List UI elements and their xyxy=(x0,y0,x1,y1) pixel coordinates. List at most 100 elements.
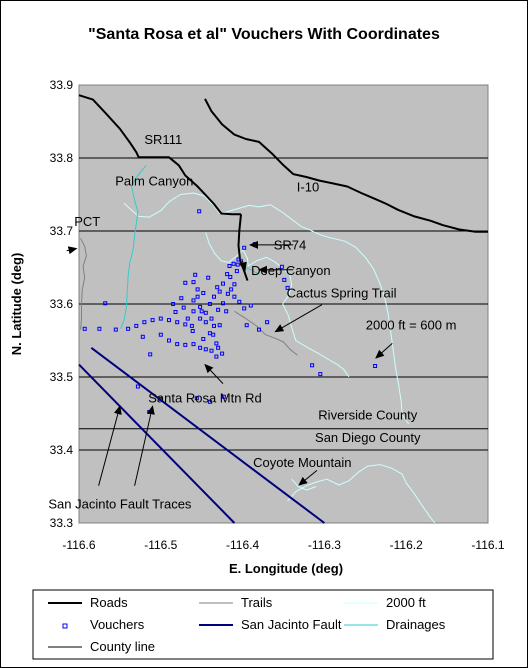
x-axis-title: E. Longitude (deg) xyxy=(229,561,343,576)
voucher-point xyxy=(183,322,188,327)
annotation-label: PCT xyxy=(74,214,100,229)
roads-line xyxy=(237,214,249,281)
voucher-point xyxy=(214,354,219,359)
2000-ft-line xyxy=(205,232,350,378)
2000-ft-line xyxy=(123,192,410,425)
y-tick-label: 33.7 xyxy=(50,224,74,238)
annotation-arrow xyxy=(375,343,393,359)
voucher-point xyxy=(212,323,216,328)
annotation-label: SR74 xyxy=(274,237,307,252)
trails-line xyxy=(80,238,87,330)
drainages-line xyxy=(120,164,147,329)
voucher-point xyxy=(373,364,378,368)
voucher-point xyxy=(191,309,196,314)
legend-label: County line xyxy=(90,639,155,654)
voucher-point xyxy=(126,326,131,331)
legend-label: San Jacinto Fault xyxy=(241,617,342,632)
voucher-point xyxy=(214,341,219,346)
voucher-point xyxy=(216,345,221,350)
voucher-point xyxy=(231,261,236,266)
voucher-point xyxy=(209,348,214,353)
voucher-point xyxy=(135,384,140,389)
voucher-point xyxy=(217,289,222,294)
voucher-point xyxy=(179,296,184,301)
voucher-point xyxy=(221,394,226,399)
annotations-layer: SR111 Palm Canyon I-10 PCT SR74 Deep Canyon Ca… xyxy=(48,132,456,511)
y-axis-title: N. Latitude (deg) xyxy=(9,253,24,356)
annotation-label: Deep Canyon xyxy=(251,263,331,278)
voucher-point xyxy=(216,307,221,312)
voucher-point xyxy=(248,303,253,308)
annotation-arrow xyxy=(204,363,224,384)
voucher-point xyxy=(228,275,233,279)
x-tick-label: -116.4 xyxy=(226,538,259,552)
y-tick-label: 33.6 xyxy=(50,297,74,311)
voucher-point xyxy=(201,291,206,295)
voucher-point xyxy=(215,285,220,290)
voucher-point xyxy=(265,320,270,325)
voucher-point xyxy=(171,302,176,306)
voucher-point xyxy=(209,316,214,321)
annotation-label: San Diego County xyxy=(315,430,421,445)
annotation-arrow xyxy=(134,405,155,486)
voucher-point xyxy=(236,257,241,262)
voucher-point xyxy=(199,309,204,314)
y-tick-label: 33.3 xyxy=(50,516,74,530)
annotation-arrow xyxy=(239,258,247,272)
tick-labels-layer: 33.3 33.4 33.5 33.6 33.7 33.8 33.9 -116.6 -116.5… xyxy=(50,78,505,552)
voucher-point xyxy=(190,329,195,333)
voucher-point xyxy=(217,323,222,328)
roads-line xyxy=(204,98,488,233)
annotation-arrow xyxy=(274,304,323,333)
voucher-point xyxy=(175,320,180,325)
annotation-label: Santa Rosa Mtn Rd xyxy=(148,391,261,406)
voucher-point xyxy=(183,342,188,347)
voucher-point xyxy=(194,396,199,401)
legend: Roads Trails 2000 ft Vouchers San Jacinto Fa… xyxy=(48,595,446,654)
voucher-point xyxy=(173,310,178,314)
voucher-point xyxy=(203,310,208,315)
roads-line xyxy=(78,94,241,216)
trails-line xyxy=(234,310,298,356)
voucher-point xyxy=(234,269,239,274)
annotation-arrow xyxy=(298,470,318,486)
voucher-point xyxy=(207,302,212,306)
voucher-point xyxy=(221,301,225,306)
x-tick-label: -116.5 xyxy=(144,538,177,552)
voucher-point xyxy=(225,291,230,296)
voucher-point xyxy=(212,294,216,299)
voucher-point xyxy=(282,277,287,282)
voucher-points-layer xyxy=(82,209,378,414)
voucher-point xyxy=(134,323,139,328)
annotation-label: SR111 xyxy=(144,132,182,147)
legend-label: 2000 ft xyxy=(386,595,426,610)
2000-ft-line xyxy=(287,464,436,524)
2000-ft-line xyxy=(291,478,317,491)
voucher-point xyxy=(318,372,323,377)
x-tick-label: -116.3 xyxy=(308,538,341,552)
voucher-point xyxy=(158,316,163,321)
annotation-label: San Jacinto Fault Traces xyxy=(48,496,192,511)
voucher-point xyxy=(220,351,225,356)
voucher-point xyxy=(232,282,237,287)
legend-swatch xyxy=(62,623,68,629)
san-jacinto-fault-line xyxy=(78,363,236,524)
annotation-label: Cactus Spring Trail xyxy=(287,285,397,300)
voucher-point xyxy=(103,301,108,306)
voucher-point xyxy=(167,318,171,323)
voucher-point xyxy=(82,326,87,331)
voucher-point xyxy=(113,327,118,332)
voucher-point xyxy=(242,245,247,250)
voucher-point xyxy=(198,345,203,350)
voucher-point xyxy=(201,337,206,341)
voucher-point xyxy=(189,323,194,328)
y-tick-label: 33.4 xyxy=(50,443,74,457)
voucher-point xyxy=(198,304,203,309)
legend-label: Vouchers xyxy=(90,617,145,632)
voucher-point xyxy=(198,316,203,321)
voucher-point xyxy=(203,320,208,325)
y-tick-label: 33.9 xyxy=(50,78,74,92)
san-jacinto-fault-line xyxy=(90,347,326,524)
legend-label: Trails xyxy=(241,595,273,610)
